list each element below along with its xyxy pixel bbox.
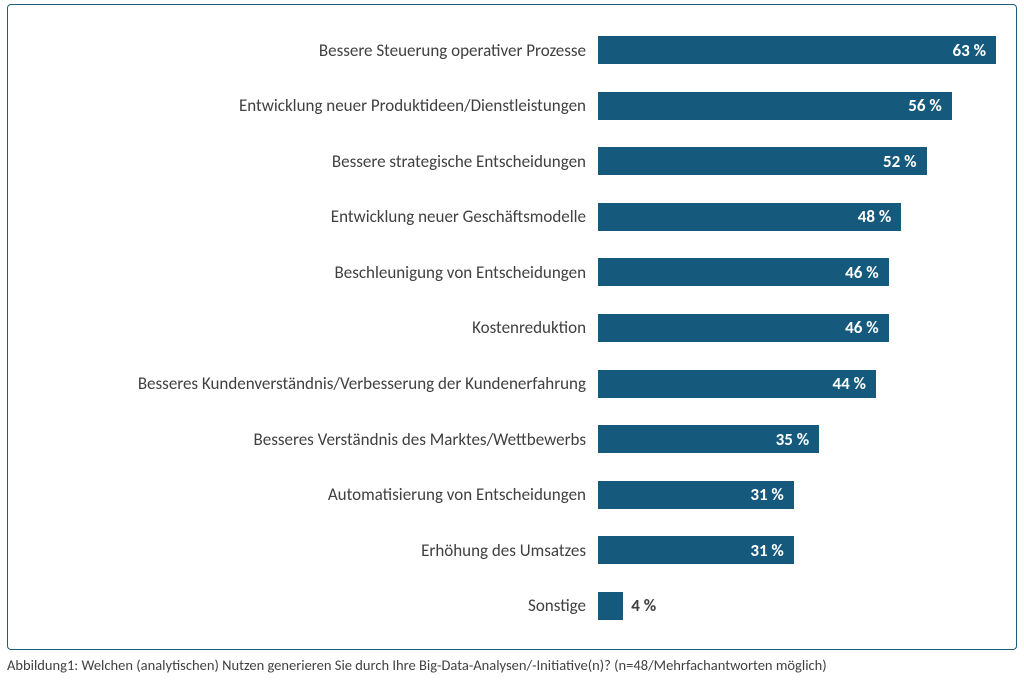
- bar: 46 %: [598, 258, 889, 286]
- bar-row: Besseres Verständnis des Marktes/Wettbew…: [28, 424, 996, 454]
- bar-label: Automatisierung von Entscheidungen: [28, 484, 598, 505]
- bar-label: Besseres Verständnis des Marktes/Wettbew…: [28, 429, 598, 450]
- bar-row: Besseres Kundenverständnis/Verbesserung …: [28, 369, 996, 399]
- chart-area: Bessere Steuerung operativer Prozesse 63 …: [28, 23, 996, 633]
- bar-value: 56 %: [908, 95, 951, 116]
- chart-container: Bessere Steuerung operativer Prozesse 63 …: [7, 4, 1017, 650]
- bar-value: 44 %: [832, 373, 875, 394]
- bar: 35 %: [598, 425, 819, 453]
- bar-label: Beschleunigung von Entscheidungen: [28, 262, 598, 283]
- bar-row: Sonstige4 %: [28, 591, 996, 621]
- bar-value: 46 %: [845, 262, 888, 283]
- bar-row: Entwicklung neuer Produktideen/Dienstlei…: [28, 91, 996, 121]
- bar-row: Bessere strategische Entscheidungen 52 %: [28, 146, 996, 176]
- bar-label: Bessere Steuerung operativer Prozesse: [28, 40, 598, 61]
- bar-label: Erhöhung des Umsatzes: [28, 540, 598, 561]
- bar-label: Bessere strategische Entscheidungen: [28, 151, 598, 172]
- chart-caption: Abbildung1: Welchen (analytischen) Nutze…: [7, 656, 1017, 675]
- bar-track: 63 %: [598, 36, 996, 64]
- bar-row: Automatisierung von Entscheidungen 31 %: [28, 480, 996, 510]
- bar-value: 52 %: [883, 151, 926, 172]
- bar: 46 %: [598, 314, 889, 342]
- bar: 31 %: [598, 481, 794, 509]
- bar-track: 52 %: [598, 147, 996, 175]
- bar: 44 %: [598, 370, 876, 398]
- bar-value: 31 %: [750, 540, 793, 561]
- bar-track: 44 %: [598, 370, 996, 398]
- bar-label: Sonstige: [28, 595, 598, 616]
- bar-value: 4 %: [623, 595, 656, 616]
- bar: 63 %: [598, 36, 996, 64]
- bar: 31 %: [598, 536, 794, 564]
- bar-label: Besseres Kundenverständnis/Verbesserung …: [28, 373, 598, 394]
- bar-row: Beschleunigung von Entscheidungen 46 %: [28, 257, 996, 287]
- bar-value: 63 %: [953, 40, 996, 61]
- bar: 56 %: [598, 92, 952, 120]
- bar-label: Entwicklung neuer Geschäftsmodelle: [28, 206, 598, 227]
- bar-row: Entwicklung neuer Geschäftsmodelle 48 %: [28, 202, 996, 232]
- bar: 48 %: [598, 203, 901, 231]
- bar: 4 %: [598, 592, 623, 620]
- bar-label: Kostenreduktion: [28, 317, 598, 338]
- bar-track: 46 %: [598, 314, 996, 342]
- bar-value: 48 %: [858, 206, 901, 227]
- bar-value: 31 %: [750, 484, 793, 505]
- bar-label: Entwicklung neuer Produktideen/Dienstlei…: [28, 95, 598, 116]
- bar-track: 48 %: [598, 203, 996, 231]
- bar-track: 46 %: [598, 258, 996, 286]
- bar-track: 56 %: [598, 92, 996, 120]
- bar-row: Bessere Steuerung operativer Prozesse 63 …: [28, 35, 996, 65]
- bar-track: 4 %: [598, 592, 996, 620]
- bar-track: 31 %: [598, 536, 996, 564]
- bar: 52 %: [598, 147, 927, 175]
- bar-row: Erhöhung des Umsatzes 31 %: [28, 535, 996, 565]
- bar-track: 35 %: [598, 425, 996, 453]
- bar-value: 35 %: [776, 429, 819, 450]
- bar-track: 31 %: [598, 481, 996, 509]
- bar-value: 46 %: [845, 317, 888, 338]
- bar-row: Kostenreduktion 46 %: [28, 313, 996, 343]
